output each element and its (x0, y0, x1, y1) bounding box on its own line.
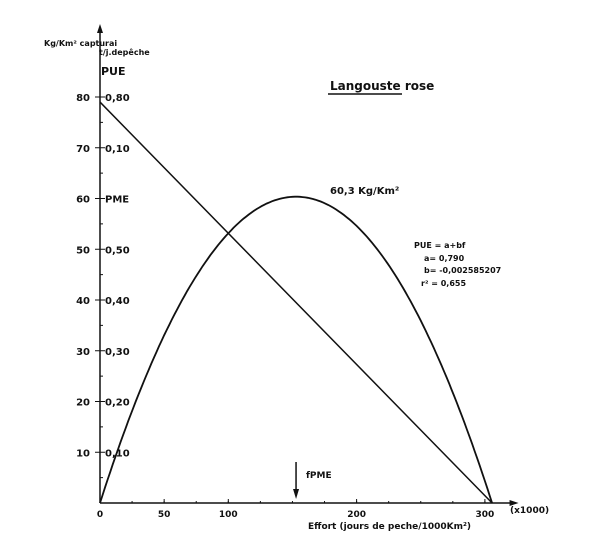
y-tick-label-left: 60 (76, 195, 90, 206)
x-tick-label: 100 (219, 510, 238, 520)
regression-r2: r² = 0,655 (421, 279, 466, 288)
y-tick-label-right: PME (105, 195, 129, 206)
y-tick-label-right: 0,10 (105, 144, 130, 155)
y-tick-label-left: 70 (76, 144, 90, 155)
y-tick-label-right: 0,30 (105, 347, 130, 358)
x-tick-label: 200 (347, 510, 366, 520)
y-tick-label-left: 40 (76, 296, 90, 307)
x-axis-arrow-icon (509, 500, 519, 506)
x-axis-label: Effort (jours de peche/1000Km²) (308, 522, 471, 532)
x-tick-label: 50 (158, 510, 171, 520)
y-tick-label-left: 10 (76, 448, 90, 459)
y-tick-label-left: 50 (76, 245, 90, 256)
regression-title: PUE = a+bf (414, 241, 466, 250)
y-tick-label-left: 80 (76, 93, 90, 104)
regression-b: b= -0,002585207 (424, 266, 501, 275)
y-axis-arrow-icon (97, 24, 103, 33)
y-tick-label-left: 20 (76, 398, 90, 409)
max-label: 60,3 Kg/Km² (330, 186, 399, 197)
fpme-arrow-head-icon (293, 489, 300, 499)
y-label-right-top: t/j.depêche (99, 47, 150, 57)
x-tick-label: 300 (476, 510, 495, 520)
chart-title: Langouste rose (330, 79, 434, 93)
x-unit-label: (x1000) (510, 506, 549, 516)
y-label-left: Kg/Km² capturai (44, 39, 117, 48)
y-tick-label-left: 30 (76, 347, 90, 358)
fpme-label: fPME (306, 471, 332, 481)
yield-curve (99, 195, 493, 504)
y-tick-label-right: 0,50 (105, 245, 130, 256)
y-tick-label-right: 0,20 (105, 398, 130, 409)
y-tick-label-right: 0,40 (105, 296, 130, 307)
pue-line (99, 101, 493, 504)
y-label-right: PUE (101, 65, 126, 78)
y-tick-label-right: 0,80 (105, 93, 130, 104)
x-tick-label: 0 (97, 510, 103, 520)
regression-a: a= 0,790 (424, 254, 465, 263)
